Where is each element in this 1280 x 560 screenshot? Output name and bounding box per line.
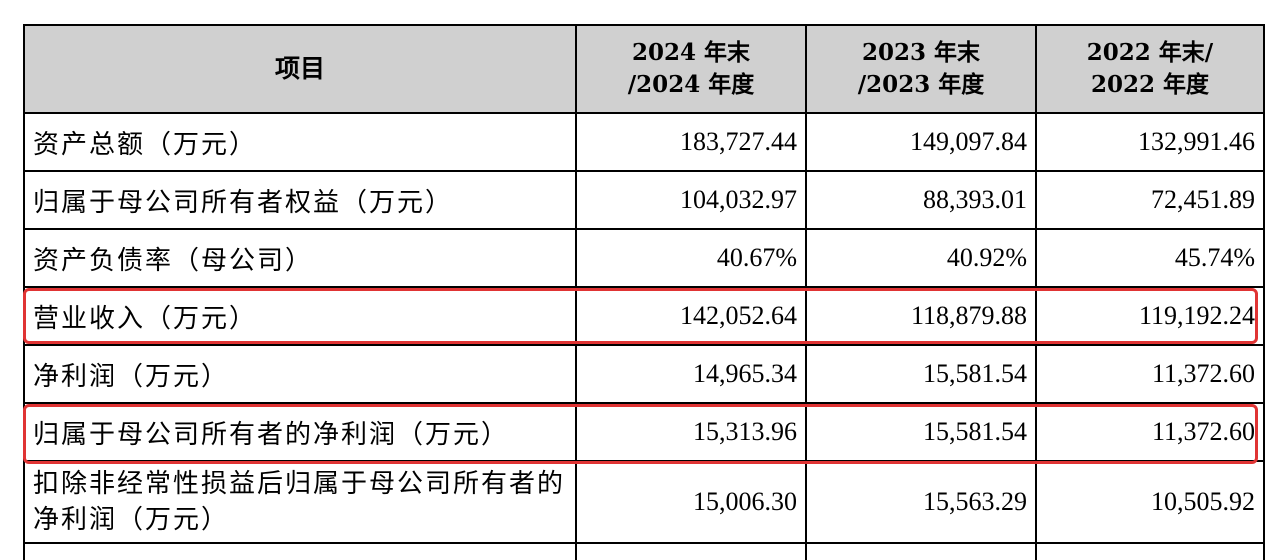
- table-header-row: 项目 2024 年末 /2024 年度 2023 年末 /2023 年度 202…: [23, 24, 1265, 114]
- cell-2023: 40.92%: [805, 228, 1037, 288]
- header-2024-line1: 2024 年末: [631, 39, 751, 66]
- header-2022: 2022 年末/ 2022 年度: [1035, 24, 1265, 114]
- header-2024-line2: /2024 年度: [627, 71, 755, 98]
- cell-2023: 118,879.88: [805, 286, 1037, 346]
- row-label: 资产总额（万元）: [23, 112, 577, 172]
- partial-cell: [23, 542, 577, 560]
- header-2023-line2: /2023 年度: [857, 71, 985, 98]
- header-item: 项目: [23, 24, 577, 114]
- table-row-partial: [23, 542, 1265, 560]
- partial-cell: [575, 542, 807, 560]
- cell-2024: 142,052.64: [575, 286, 807, 346]
- header-2023-line1: 2023 年末: [861, 39, 981, 66]
- cell-2023: 88,393.01: [805, 170, 1037, 230]
- cell-2024: 104,032.97: [575, 170, 807, 230]
- cell-2022: 11,372.60: [1035, 402, 1265, 462]
- header-2024: 2024 年末 /2024 年度: [575, 24, 807, 114]
- partial-cell: [1035, 542, 1265, 560]
- table-row: 归属于母公司所有者权益（万元） 104,032.97 88,393.01 72,…: [23, 170, 1265, 230]
- table-row: 净利润（万元） 14,965.34 15,581.54 11,372.60: [23, 344, 1265, 404]
- cell-2024: 14,965.34: [575, 344, 807, 404]
- cell-2024: 183,727.44: [575, 112, 807, 172]
- table-row: 扣除非经常性损益后归属于母公司所有者的净利润（万元） 15,006.30 15,…: [23, 460, 1265, 544]
- cell-2024: 15,313.96: [575, 402, 807, 462]
- row-label: 扣除非经常性损益后归属于母公司所有者的净利润（万元）: [23, 460, 577, 544]
- partial-cell: [805, 542, 1037, 560]
- cell-2023: 149,097.84: [805, 112, 1037, 172]
- row-label: 营业收入（万元）: [23, 286, 577, 346]
- row-label: 净利润（万元）: [23, 344, 577, 404]
- header-2023: 2023 年末 /2023 年度: [805, 24, 1037, 114]
- cell-2022: 119,192.24: [1035, 286, 1265, 346]
- table-row: 资产总额（万元） 183,727.44 149,097.84 132,991.4…: [23, 112, 1265, 172]
- header-item-label: 项目: [274, 54, 325, 83]
- header-2022-line1: 2022 年末/: [1086, 39, 1214, 66]
- row-label: 资产负债率（母公司）: [23, 228, 577, 288]
- table-row-highlighted: 营业收入（万元） 142,052.64 118,879.88 119,192.2…: [23, 286, 1265, 346]
- cell-2022: 10,505.92: [1035, 460, 1265, 544]
- financial-summary-table: 项目 2024 年末 /2024 年度 2023 年末 /2023 年度 202…: [23, 24, 1265, 560]
- cell-2024: 40.67%: [575, 228, 807, 288]
- cell-2023: 15,581.54: [805, 402, 1037, 462]
- row-label: 归属于母公司所有者权益（万元）: [23, 170, 577, 230]
- row-label: 归属于母公司所有者的净利润（万元）: [23, 402, 577, 462]
- cell-2022: 72,451.89: [1035, 170, 1265, 230]
- header-2022-line2: 2022 年度: [1090, 71, 1210, 98]
- cell-2022: 132,991.46: [1035, 112, 1265, 172]
- table-row: 资产负债率（母公司） 40.67% 40.92% 45.74%: [23, 228, 1265, 288]
- cell-2023: 15,581.54: [805, 344, 1037, 404]
- table-row-highlighted: 归属于母公司所有者的净利润（万元） 15,313.96 15,581.54 11…: [23, 402, 1265, 462]
- cell-2024: 15,006.30: [575, 460, 807, 544]
- cell-2022: 11,372.60: [1035, 344, 1265, 404]
- cell-2023: 15,563.29: [805, 460, 1037, 544]
- cell-2022: 45.74%: [1035, 228, 1265, 288]
